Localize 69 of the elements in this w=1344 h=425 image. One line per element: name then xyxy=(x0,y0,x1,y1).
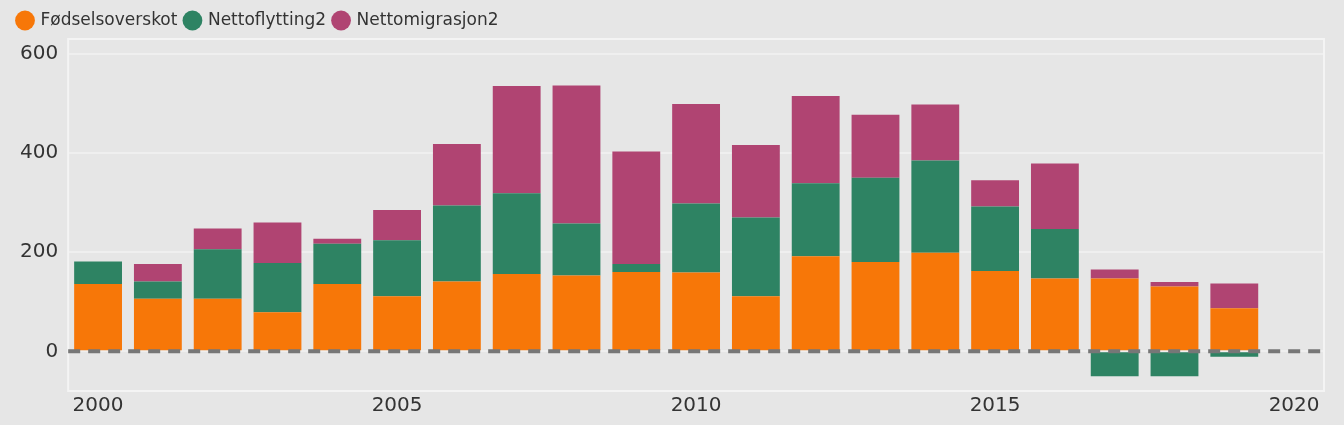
x-tick-label: 2005 xyxy=(371,392,423,417)
bar xyxy=(791,96,840,184)
bar xyxy=(731,296,780,351)
bar xyxy=(253,263,302,313)
bar xyxy=(612,151,661,265)
legend-label: Nettomigrasjon2 xyxy=(356,8,499,29)
bar xyxy=(492,86,541,194)
bar xyxy=(1030,228,1079,279)
bar xyxy=(74,283,122,351)
bar xyxy=(1210,308,1259,351)
bar xyxy=(791,256,840,351)
bar xyxy=(911,104,960,161)
bar xyxy=(253,312,302,351)
bar xyxy=(193,228,242,250)
bar xyxy=(492,274,541,351)
bar xyxy=(971,271,1020,351)
x-tick-label: 2000 xyxy=(72,392,124,417)
bar xyxy=(492,193,541,274)
bar xyxy=(731,145,780,218)
bar xyxy=(193,298,242,351)
bar xyxy=(313,238,362,244)
bar xyxy=(193,249,242,299)
bar xyxy=(672,272,721,351)
bar xyxy=(1030,278,1079,351)
bar xyxy=(74,261,122,284)
y-tick-label: 0 xyxy=(45,337,59,362)
bar xyxy=(1150,286,1199,351)
bar xyxy=(612,264,661,273)
bar xyxy=(253,222,302,264)
bar xyxy=(1090,352,1139,377)
bar xyxy=(373,210,421,241)
bar xyxy=(911,160,960,253)
bar xyxy=(971,180,1020,207)
x-tick-label: 2010 xyxy=(670,392,722,417)
bar xyxy=(313,243,362,284)
y-tick-label: 600 xyxy=(19,40,59,65)
bar xyxy=(373,240,421,297)
bar xyxy=(552,85,601,224)
bar xyxy=(1030,163,1079,229)
legend-label: Nettoflytting2 xyxy=(207,8,327,29)
y-tick-label: 400 xyxy=(19,139,59,164)
bar xyxy=(851,114,900,178)
x-tick-label: 2015 xyxy=(969,392,1021,417)
bar xyxy=(432,281,481,351)
bar xyxy=(612,272,661,351)
bar xyxy=(313,283,362,351)
bar xyxy=(133,298,182,351)
bar xyxy=(851,177,900,263)
bar xyxy=(1090,269,1139,279)
bar xyxy=(791,183,840,257)
bar xyxy=(672,103,721,204)
bar xyxy=(1210,283,1259,309)
y-tick-label: 200 xyxy=(19,238,59,263)
bar xyxy=(971,206,1020,272)
bar xyxy=(432,205,481,282)
bar xyxy=(1090,278,1139,351)
bar xyxy=(133,281,182,299)
bar xyxy=(552,275,601,351)
bar xyxy=(851,262,900,351)
bar xyxy=(552,223,601,276)
bar xyxy=(911,252,960,351)
bar xyxy=(1150,352,1199,377)
bar xyxy=(432,144,481,206)
bar xyxy=(133,264,182,282)
bar xyxy=(373,296,421,351)
bar xyxy=(731,217,780,297)
x-tick-label: 2020 xyxy=(1268,392,1320,417)
legend-label: Fødselsoverskot xyxy=(40,8,178,29)
bar xyxy=(672,203,721,273)
